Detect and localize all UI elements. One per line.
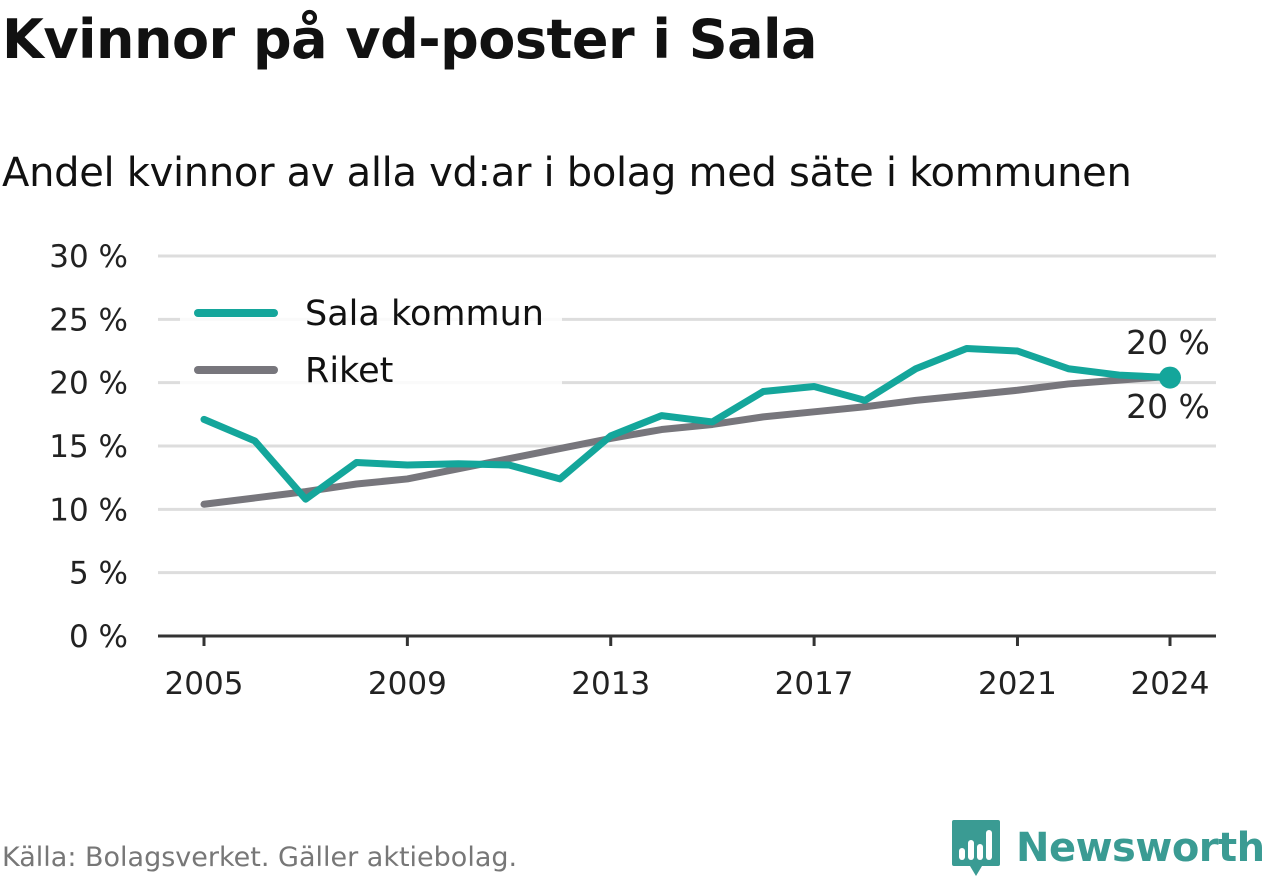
- y-tick-label: 10 %: [49, 492, 128, 528]
- y-tick-label: 30 %: [49, 239, 128, 275]
- logo-text: Newsworthy: [1016, 825, 1262, 871]
- x-axis: 2005 2009 2013 2017 2021 2024: [158, 634, 1216, 702]
- chart-subtitle: Andel kvinnor av alla vd:ar i bolag med …: [2, 150, 1132, 196]
- y-tick-label: 0 %: [69, 619, 128, 655]
- x-tick-label: 2017: [775, 666, 854, 702]
- source-note: Källa: Bolagsverket. Gäller aktiebolag.: [2, 842, 518, 873]
- legend-label: Riket: [305, 351, 393, 391]
- series-line: [200, 372, 1174, 508]
- series-line: [200, 344, 1174, 503]
- x-tick-label: 2021: [978, 666, 1057, 702]
- x-tick-label: 2005: [165, 666, 244, 702]
- legend: Sala kommun Riket: [180, 290, 562, 391]
- y-tick-label: 20 %: [49, 366, 128, 402]
- series-lines: [200, 344, 1181, 508]
- x-tick-label: 2013: [571, 666, 650, 702]
- y-axis-ticks: 0 % 5 % 10 % 15 % 20 % 25 % 30 %: [49, 239, 128, 655]
- y-tick-label: 15 %: [49, 429, 128, 465]
- end-point-marker: [1159, 366, 1181, 389]
- end-value-label: 20 %: [1126, 387, 1210, 426]
- x-tick-label: 2009: [368, 666, 447, 702]
- newsworthy-logo: Newsworthy: [950, 818, 1262, 878]
- end-value-label: 20 %: [1126, 323, 1210, 362]
- y-tick-label: 25 %: [49, 302, 128, 338]
- x-tick-label: 2024: [1131, 666, 1210, 702]
- y-tick-label: 5 %: [69, 556, 128, 592]
- legend-label: Sala kommun: [305, 294, 544, 334]
- end-labels: 20 % 20 %: [1126, 323, 1210, 426]
- chart-title: Kvinnor på vd-poster i Sala: [2, 8, 817, 71]
- newsworthy-logo-icon: [952, 820, 1000, 876]
